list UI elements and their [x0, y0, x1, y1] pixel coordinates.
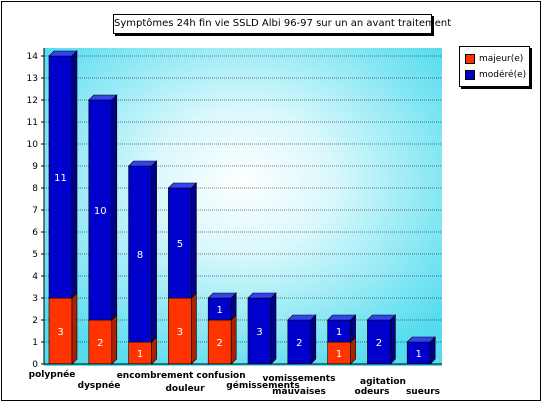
bar-top [406, 336, 436, 343]
y-tick-label: 10 [27, 140, 39, 150]
data-label-moderate: 2 [376, 338, 382, 349]
legend-item-major: majeur(e) [465, 53, 523, 65]
data-label-moderate: 10 [94, 206, 107, 217]
x-category-label: sueurs [406, 387, 440, 397]
chart-title: Symptômes 24h fin vie SSLD Albi 96-97 su… [113, 14, 451, 34]
data-label-moderate: 1 [217, 305, 223, 316]
data-label-moderate: 2 [296, 338, 302, 349]
y-tick-label: 14 [27, 52, 39, 62]
y-tick-label: 7 [32, 206, 38, 216]
data-label-moderate: 3 [256, 327, 262, 338]
bar-moderate-side [390, 314, 396, 365]
bar-moderate-side [71, 50, 78, 299]
x-category-label: polypnée [29, 369, 76, 380]
x-category-label: gémissements [226, 380, 299, 391]
x-category-label: confusion [196, 371, 245, 381]
x-category-label: agitation [360, 377, 406, 387]
bar-moderate-side [191, 182, 197, 299]
bar-moderate-side [111, 94, 118, 321]
bar-top [247, 292, 277, 299]
bar-top [207, 292, 237, 299]
data-label-major: 3 [177, 327, 183, 338]
bar-top [48, 50, 78, 57]
y-tick-label: 3 [32, 294, 38, 304]
bar-moderate-side [270, 292, 277, 365]
data-label-moderate: 1 [336, 327, 342, 338]
legend-swatch-moderate [465, 69, 475, 80]
y-tick-label: 11 [27, 118, 38, 128]
bar-major-side [191, 292, 197, 365]
x-category-label: encombrement [117, 371, 194, 381]
x-category-label: odeurs [355, 387, 390, 397]
bar-top [88, 94, 118, 101]
data-label-moderate: 11 [54, 173, 67, 184]
legend: majeur(e) modéré(e) [459, 46, 530, 87]
y-tick-label: 6 [32, 228, 38, 238]
data-label-moderate: 1 [416, 349, 422, 360]
y-tick-label: 4 [32, 272, 38, 282]
x-category-label: mauvaises [272, 387, 326, 397]
y-tick-label: 12 [27, 96, 38, 106]
bar-top [127, 160, 158, 167]
data-label-major: 2 [97, 338, 103, 349]
bar-top [366, 314, 397, 321]
x-category-label: dyspnée [78, 380, 121, 391]
bar-major-side [71, 292, 78, 365]
y-tick-label: 13 [27, 74, 38, 84]
data-label-major: 2 [217, 338, 223, 349]
bar-moderate-side [310, 314, 317, 365]
legend-label-moderate: modéré(e) [479, 70, 527, 80]
x-category-label: vomissements [263, 374, 336, 384]
bar-major-side [111, 314, 118, 365]
y-tick-label: 5 [32, 250, 38, 260]
y-tick-label: 8 [32, 184, 38, 194]
y-tick-label: 9 [32, 162, 38, 172]
bar-major-side [230, 314, 237, 365]
bar-top [287, 314, 317, 321]
data-label-moderate: 8 [137, 250, 143, 261]
data-label-major: 1 [336, 349, 342, 360]
legend-item-moderate: modéré(e) [465, 69, 526, 81]
y-tick-label: 1 [32, 338, 38, 348]
bar-top [167, 182, 198, 189]
legend-label-major: majeur(e) [479, 54, 524, 64]
bar-top [326, 314, 357, 321]
bar-moderate-side [151, 160, 157, 343]
data-label-major: 1 [137, 349, 143, 360]
data-label-major: 3 [57, 327, 63, 338]
x-category-label: douleur [165, 384, 205, 394]
y-tick-label: 2 [32, 316, 38, 326]
data-label-moderate: 5 [177, 239, 183, 250]
legend-swatch-major [465, 53, 475, 64]
y-tick-label: 0 [32, 360, 38, 370]
